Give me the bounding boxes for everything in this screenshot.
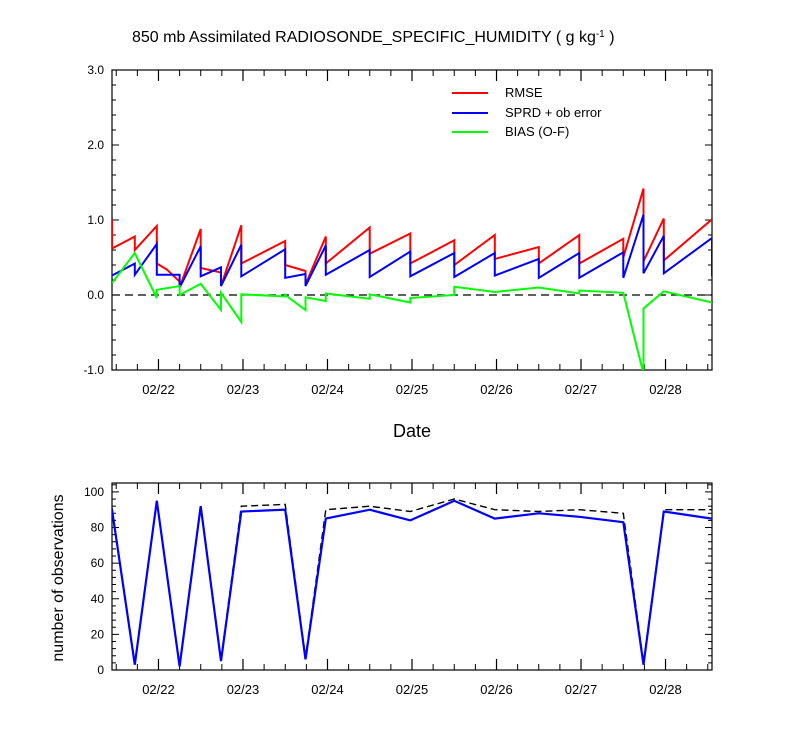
bottom-yaxis-title: number of observations (50, 494, 67, 661)
bottom-xtick-label: 02/22 (142, 682, 175, 697)
series-line-sprd (112, 214, 712, 288)
top-xtick-label: 02/28 (649, 382, 682, 397)
chart-title: 850 mb Assimilated RADIOSONDE_SPECIFIC_H… (132, 29, 615, 47)
top-xaxis-title: Date (393, 421, 431, 441)
bottom-xtick-label: 02/23 (227, 682, 260, 697)
top-xtick-label: 02/22 (142, 382, 175, 397)
chart-title-main: 850 mb Assimilated RADIOSONDE_SPECIFIC_H… (132, 29, 596, 46)
bottom-xtick-label: 02/24 (311, 682, 344, 697)
top-ytick-label: 2.0 (87, 138, 104, 152)
bottom-ytick-label: 20 (91, 627, 105, 641)
chart-title-exponent: -1 (596, 29, 605, 40)
obs-line-assimilated (112, 499, 712, 667)
top-ytick-label: 3.0 (87, 63, 104, 77)
top-ytick-label: -1.0 (83, 363, 104, 377)
bottom-xtick-label: 02/26 (480, 682, 513, 697)
bottom-ytick-label: 80 (91, 521, 105, 535)
bottom-xtick-label: 02/25 (396, 682, 429, 697)
top-xtick-label: 02/23 (227, 382, 260, 397)
top-plot-area: 3.0 2.0 1.0 0.0 -1.0 02/22 02/23 02/24 02/25 02/2… (83, 63, 713, 397)
top-xtick-label: 02/26 (480, 382, 513, 397)
bottom-xtick-label: 02/27 (565, 682, 598, 697)
bottom-plot-area: 0 20 40 60 80 100 02/22 02/23 02/24 02/25 02/26 02/… (84, 482, 713, 697)
bottom-ytick-label: 40 (91, 592, 105, 606)
legend-sprd-label: SPRD + ob error (505, 105, 602, 120)
legend: RMSE SPRD + ob error BIAS (O-F) (452, 85, 602, 139)
bottom-ytick-label: 100 (84, 485, 104, 499)
bottom-ytick-label: 0 (97, 663, 104, 677)
top-xtick-label: 02/25 (396, 382, 429, 397)
series-line-rmse (112, 188, 712, 288)
top-ytick-label: 0.0 (87, 288, 104, 302)
top-xtick-label: 02/24 (311, 382, 344, 397)
legend-bias-label: BIAS (O-F) (505, 124, 569, 139)
top-frame (111, 69, 713, 371)
legend-rmse-label: RMSE (505, 85, 543, 100)
series-line-bias (112, 251, 712, 370)
top-xtick-label: 02/27 (565, 382, 598, 397)
bottom-ytick-label: 60 (91, 556, 105, 570)
bottom-xtick-label: 02/28 (649, 682, 682, 697)
chart-title-suffix: ) (605, 29, 615, 46)
top-ytick-label: 1.0 (87, 213, 104, 227)
